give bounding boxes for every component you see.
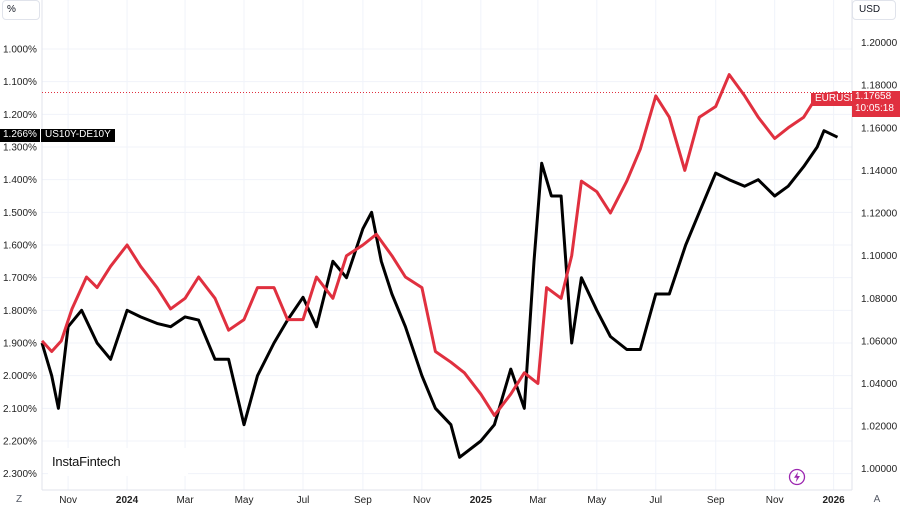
right-tick-label: 1.14000 (861, 166, 898, 177)
right-tick-label: 1.04000 (861, 379, 898, 390)
us10y-de10y-line (40, 129, 839, 459)
right-tick-label: 1.12000 (861, 209, 898, 220)
instafintech-watermark: InstaFintech (48, 448, 188, 476)
left-tick-label: 1.800% (3, 306, 37, 317)
eurusd-countdown: 10:05:18 (855, 103, 894, 114)
time-tick-label: Jul (649, 495, 662, 506)
right-tick-label: 1.02000 (861, 422, 898, 433)
time-tick-label: Mar (176, 495, 194, 506)
zoom-button[interactable]: Z (15, 494, 23, 505)
time-tick-label: May (587, 495, 606, 506)
left-tick-label: 1.600% (3, 241, 37, 252)
right-tick-label: 1.18000 (861, 81, 898, 92)
left-tick-label: 2.100% (3, 404, 37, 415)
left-axis-unit-button[interactable]: % (2, 0, 40, 20)
left-tick-label: 1.400% (3, 175, 37, 186)
time-tick-label: May (235, 495, 254, 506)
auto-scale-button[interactable]: A (873, 494, 881, 505)
left-tick-label: 1.100% (3, 77, 37, 88)
right-tick-label: 1.08000 (861, 294, 898, 305)
time-tick-label: Nov (59, 495, 77, 506)
eurusd-name-tag: EURUSD (811, 93, 862, 106)
right-tick-label: 1.00000 (861, 464, 898, 475)
us10y-de10y-value-tag: 1.266% (0, 129, 40, 142)
eurusd-price-tag: 1.17658 10:05:18 (852, 91, 900, 117)
left-tick-label: 1.700% (3, 273, 37, 284)
time-axis-ticks: Nov 2024 Mar May Jul Sep Nov 2025 Mar May Jul Sep No… (59, 495, 845, 506)
right-tick-label: 1.10000 (861, 251, 898, 262)
grid-lines (42, 0, 852, 490)
right-tick-label: 1.06000 (861, 336, 898, 347)
time-tick-label: Sep (707, 495, 725, 506)
time-tick-label: 2026 (823, 495, 846, 506)
time-tick-label: 2024 (116, 495, 139, 506)
time-tick-label: Mar (529, 495, 547, 506)
right-tick-label: 1.20000 (861, 38, 898, 49)
time-tick-label: Nov (766, 495, 784, 506)
left-tick-label: 1.300% (3, 143, 37, 154)
time-tick-label: 2025 (470, 495, 493, 506)
left-tick-label: 2.000% (3, 371, 37, 382)
left-tick-label: 1.000% (3, 45, 37, 56)
left-axis-ticks: 1.000% 1.100% 1.200% 1.300% 1.400% 1.500% 1.60… (3, 45, 37, 481)
left-tick-label: 2.300% (3, 469, 37, 480)
right-tick-label: 1.16000 (861, 123, 898, 134)
right-axis-ticks: 1.00000 1.02000 1.04000 1.06000 1.08000 1.100… (861, 38, 898, 475)
left-tick-label: 1.900% (3, 339, 37, 350)
lightning-icon[interactable] (788, 468, 806, 486)
right-axis-unit-button[interactable]: USD (852, 0, 896, 20)
time-tick-label: Jul (297, 495, 310, 506)
time-tick-label: Nov (413, 495, 431, 506)
eurusd-price-value: 1.17658 (855, 91, 892, 102)
left-tick-label: 2.200% (3, 437, 37, 448)
left-tick-label: 1.200% (3, 110, 37, 121)
time-tick-label: Sep (354, 495, 372, 506)
left-tick-label: 1.500% (3, 208, 37, 219)
us10y-de10y-name-tag: US10Y-DE10Y (41, 129, 115, 142)
eurusd-line (40, 73, 838, 417)
